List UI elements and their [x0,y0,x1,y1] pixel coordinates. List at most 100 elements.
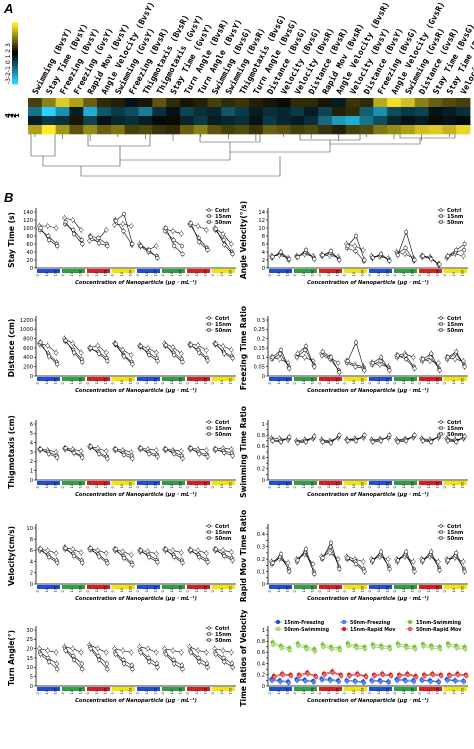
legend-label: Cotrl [215,208,229,214]
heatmap-cell [179,98,195,108]
data-point [362,433,367,438]
x-axis-title: Concentration of Nanoparticle (μg · mL⁻¹… [75,698,197,704]
data-point [410,354,416,360]
data-point [104,661,109,666]
data-point [439,673,444,679]
heatmap-cell [28,125,43,135]
y-tick-label: 0 [30,266,33,272]
data-point [205,665,210,670]
data-point [220,343,226,349]
x-tick-label: 100 [286,687,290,695]
y-tick-label: 0.6 [257,444,265,450]
colorbar-segment [12,40,18,44]
heatmap-cell [304,125,319,135]
data-point [138,650,143,655]
data-point [203,649,209,655]
heatmap-cell [373,98,388,108]
data-point [311,679,316,685]
heatmap-panel: Swimming (BvsY)Stay Time (BvsY)Freezing … [4,0,474,177]
data-point [221,655,226,661]
x-tick-label: 0 [443,274,447,277]
x-tick-label: 100 [204,585,208,593]
heatmap-cell [110,107,126,117]
data-point [320,353,325,358]
x-tick-label: 0 [418,692,422,695]
y-tick-label: 10 [26,526,33,532]
x-tick-label: 100 [461,269,465,277]
data-point [103,550,109,556]
y-tick-label: 0 [262,374,265,380]
x-tick-label: 0 [111,382,115,385]
x-tick-label: 0 [61,692,65,695]
x-tick-label: 10 [302,271,306,276]
cluster-label: 4 [4,113,12,118]
data-point [122,354,127,359]
data-point [421,644,426,649]
x-tick-label: 10 [120,587,124,592]
heatmap-cell [152,125,167,135]
data-point [63,546,68,551]
data-point [460,358,466,364]
x-tick-label: 100 [204,687,208,695]
data-point [462,434,467,439]
group-color-block [294,585,317,589]
data-point [120,647,126,654]
data-point [460,559,466,565]
data-point [178,351,184,357]
heatmap-cell [442,116,457,126]
data-point [203,347,209,353]
x-tick-label: 10 [70,689,74,694]
y-tick-label: 10 [258,226,265,232]
x-tick-label: 0 [268,692,272,695]
x-tick-label: 10 [70,483,74,488]
data-point [389,673,394,679]
heatmap-cell [345,98,360,108]
group-color-block [137,585,160,589]
x-tick-label: 100 [336,585,340,593]
group-color-block [62,481,85,485]
data-point [303,678,308,684]
y-tick-label: 25 [26,637,33,643]
data-point [172,555,177,560]
y-tick-label: 140 [23,210,33,216]
x-tick-label: 10 [120,379,124,384]
x-tick-label: 0 [161,692,165,695]
heatmap-cell [124,125,139,135]
data-point [105,243,110,249]
data-point [45,223,51,229]
x-tick-label: 100 [229,585,233,593]
colorbar-segment [12,81,18,85]
data-point [370,360,375,365]
data-point [354,438,359,443]
data-point [437,568,442,573]
data-point [197,659,202,664]
x-tick-label: 10 [427,271,431,276]
x-tick-label: 10 [145,271,149,276]
x-tick-label: 0 [293,382,297,385]
x-tick-label: 100 [436,269,440,277]
x-tick-label: 100 [436,687,440,695]
y-tick-label: 4 [30,559,34,565]
dendrogram-branch [119,146,231,161]
x-tick-label: 10 [377,271,381,276]
heatmap-cell [55,98,70,108]
data-point [412,257,417,263]
heatmap-cell [345,116,360,126]
legend-label: 15nm [447,214,463,220]
x-tick-label: 0 [136,486,140,489]
data-point [330,670,335,675]
data-point [54,661,59,666]
legend-label: Cotrl [447,208,461,214]
data-point [172,243,177,249]
data-point [128,223,134,229]
heatmap-cell [290,116,305,126]
heatmap-cell [456,116,471,126]
data-point [122,452,127,457]
data-point [312,571,317,577]
x-tick-label: 100 [129,687,133,695]
x-tick-label: 0 [61,486,65,489]
x-tick-label: 10 [170,483,174,488]
colorbar-segment [12,53,18,56]
data-point [320,439,325,444]
